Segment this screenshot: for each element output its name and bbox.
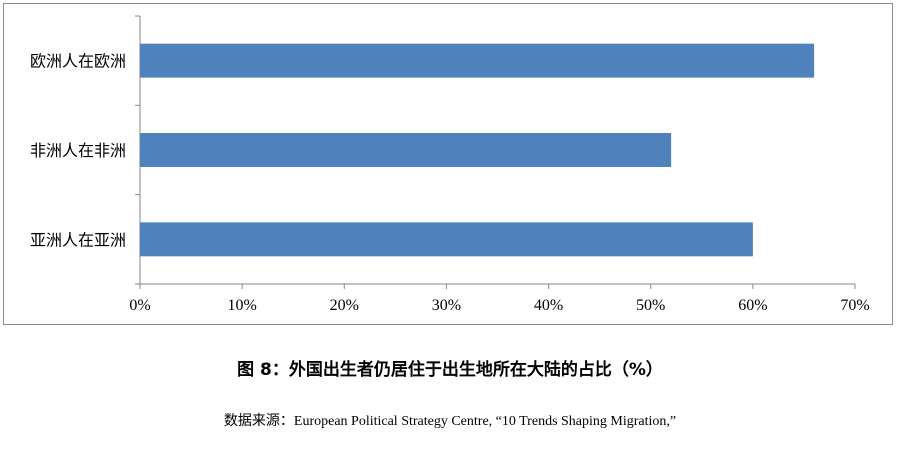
category-label: 非洲人在非洲 <box>30 141 126 160</box>
x-tick-label: 50% <box>636 297 665 314</box>
chart-frame: 0% 10% 20% 30% 40% 50% 60% 70% 欧洲人在欧洲 非洲人在非洲 亚洲人在亚… <box>3 3 893 325</box>
x-tick-label: 70% <box>840 297 869 314</box>
figure-caption: 图 8：外国出生者仍居住于出生地所在大陆的占比（%） <box>237 360 663 380</box>
x-tick-label: 60% <box>738 297 767 314</box>
bar <box>140 133 672 167</box>
bar <box>140 222 753 257</box>
category-label: 亚洲人在亚洲 <box>30 230 126 249</box>
x-tick-label: 20% <box>330 297 359 314</box>
x-tick-label: 10% <box>227 297 256 314</box>
source-note: 数据来源：European Political Strategy Centre,… <box>223 414 677 429</box>
x-tick-label: 0% <box>129 297 150 314</box>
x-tick-label: 40% <box>534 297 563 314</box>
bar <box>140 43 815 78</box>
category-label: 欧洲人在欧洲 <box>30 52 126 71</box>
x-tick-label: 30% <box>432 297 461 314</box>
bar-chart: 0% 10% 20% 30% 40% 50% 60% 70% 欧洲人在欧洲非洲人在非洲亚洲人在亚… <box>30 15 870 314</box>
